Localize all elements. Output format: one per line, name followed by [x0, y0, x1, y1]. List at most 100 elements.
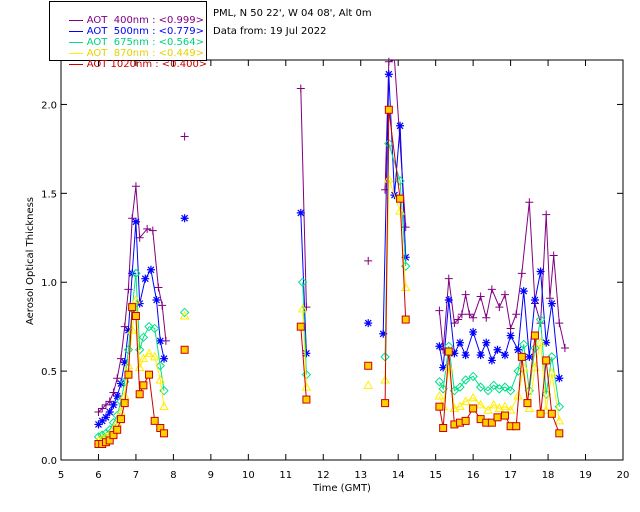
data-point-triangle: [494, 403, 505, 412]
x-tick-label: 17: [504, 470, 517, 481]
data-point-diamond: [460, 375, 471, 385]
data-point-triangle: [434, 390, 445, 400]
data-point-plus: [180, 132, 189, 141]
data-point-square: [396, 194, 405, 203]
data-point-star: [105, 408, 114, 416]
series-line: [98, 273, 165, 438]
data-point-plus: [549, 251, 558, 260]
legend-item-1020: AOT 1020nm : <0.400>: [56, 48, 207, 81]
data-point-square: [401, 315, 410, 324]
data-point-square: [542, 356, 551, 365]
data-point-square: [517, 352, 526, 361]
data-point-diamond: [455, 382, 465, 392]
data-point-triangle: [301, 382, 312, 391]
data-point-star: [476, 351, 485, 360]
data-point-triangle: [500, 401, 510, 411]
data-point-star: [435, 342, 444, 351]
x-tick-label: 15: [429, 470, 442, 481]
data-point-star: [525, 352, 534, 361]
station-info: PML, N 50 22', W 04 08', Alt 0m: [213, 8, 372, 19]
data-point-plus: [469, 313, 478, 322]
data-point-triangle: [488, 399, 499, 409]
data-point-square: [523, 399, 532, 408]
data-point-square: [116, 415, 125, 424]
data-point-star: [156, 336, 165, 345]
data-point-square: [536, 409, 545, 418]
series-line: [300, 326, 307, 400]
data-point-square: [487, 418, 496, 427]
data-point-square: [381, 399, 390, 408]
data-point-star: [444, 296, 453, 304]
series-3: [93, 174, 565, 444]
data-point-star: [482, 338, 491, 347]
data-point-star: [94, 420, 103, 429]
data-point-triangle: [363, 380, 374, 389]
data-point-star: [530, 296, 539, 304]
data-point-diamond: [123, 345, 134, 355]
legend-item-675: AOT 675nm : <0.564>: [56, 26, 204, 59]
data-point-triangle: [546, 367, 557, 377]
data-point-diamond: [489, 380, 499, 391]
data-point-square: [512, 422, 521, 431]
data-point-triangle: [541, 405, 552, 414]
data-point-diamond: [179, 307, 190, 318]
data-point-plus: [457, 310, 466, 319]
data-point-diamond: [530, 343, 540, 353]
data-point-plus: [487, 285, 496, 294]
y-tick-label: 2.0: [41, 100, 57, 111]
data-point-triangle: [134, 362, 145, 372]
data-point-plus: [560, 344, 569, 352]
data-point-triangle: [443, 362, 454, 372]
data-point-star: [519, 287, 528, 296]
data-point-square: [296, 322, 305, 331]
data-point-plus: [109, 388, 118, 397]
data-point-diamond: [483, 385, 493, 396]
data-point-plus: [116, 354, 125, 363]
data-point-plus: [296, 84, 305, 93]
data-point-plus: [98, 404, 107, 413]
data-point-plus: [94, 408, 103, 416]
data-point-star: [98, 416, 107, 425]
data-point-plus: [476, 292, 485, 301]
y-tick-label: 1.5: [41, 189, 57, 200]
data-point-diamond: [384, 138, 394, 149]
data-point-square: [469, 404, 478, 413]
data-point-diamond: [468, 371, 478, 382]
data-point-square: [384, 105, 393, 114]
data-point-plus: [158, 301, 167, 310]
data-point-plus: [364, 256, 373, 265]
x-tick-label: 18: [542, 470, 555, 481]
data-point-square: [461, 416, 470, 425]
data-point-star: [439, 363, 448, 372]
series-0: [94, 57, 569, 416]
data-point-diamond: [155, 361, 165, 371]
data-point-star: [101, 413, 110, 422]
data-point-star: [296, 208, 305, 217]
data-point-square: [444, 347, 453, 356]
series-line: [384, 109, 407, 404]
data-point-triangle: [119, 390, 130, 400]
data-date: Data from: 19 Jul 2022: [213, 26, 327, 37]
legend-swatch-1020: [68, 63, 83, 65]
data-point-diamond: [149, 323, 160, 334]
data-point-square: [500, 411, 509, 420]
data-point-plus: [113, 374, 122, 383]
data-point-diamond: [519, 339, 529, 350]
data-point-star: [124, 326, 133, 335]
data-point-star: [379, 329, 388, 338]
data-point-plus: [517, 269, 526, 278]
data-point-square: [150, 416, 159, 425]
legend-label-1020: AOT 1020nm : <0.400>: [86, 59, 208, 70]
data-point-triangle: [144, 348, 154, 357]
data-point-plus: [143, 224, 152, 233]
series-line: [302, 308, 307, 388]
data-point-plus: [105, 397, 114, 406]
data-point-star: [456, 338, 465, 347]
data-point-diamond: [138, 332, 149, 343]
data-point-plus: [131, 182, 140, 191]
x-tick-label: 14: [392, 470, 405, 481]
data-point-square: [493, 413, 502, 422]
x-tick-label: 5: [58, 470, 64, 481]
data-point-star: [461, 351, 470, 360]
data-point-triangle: [395, 206, 405, 215]
